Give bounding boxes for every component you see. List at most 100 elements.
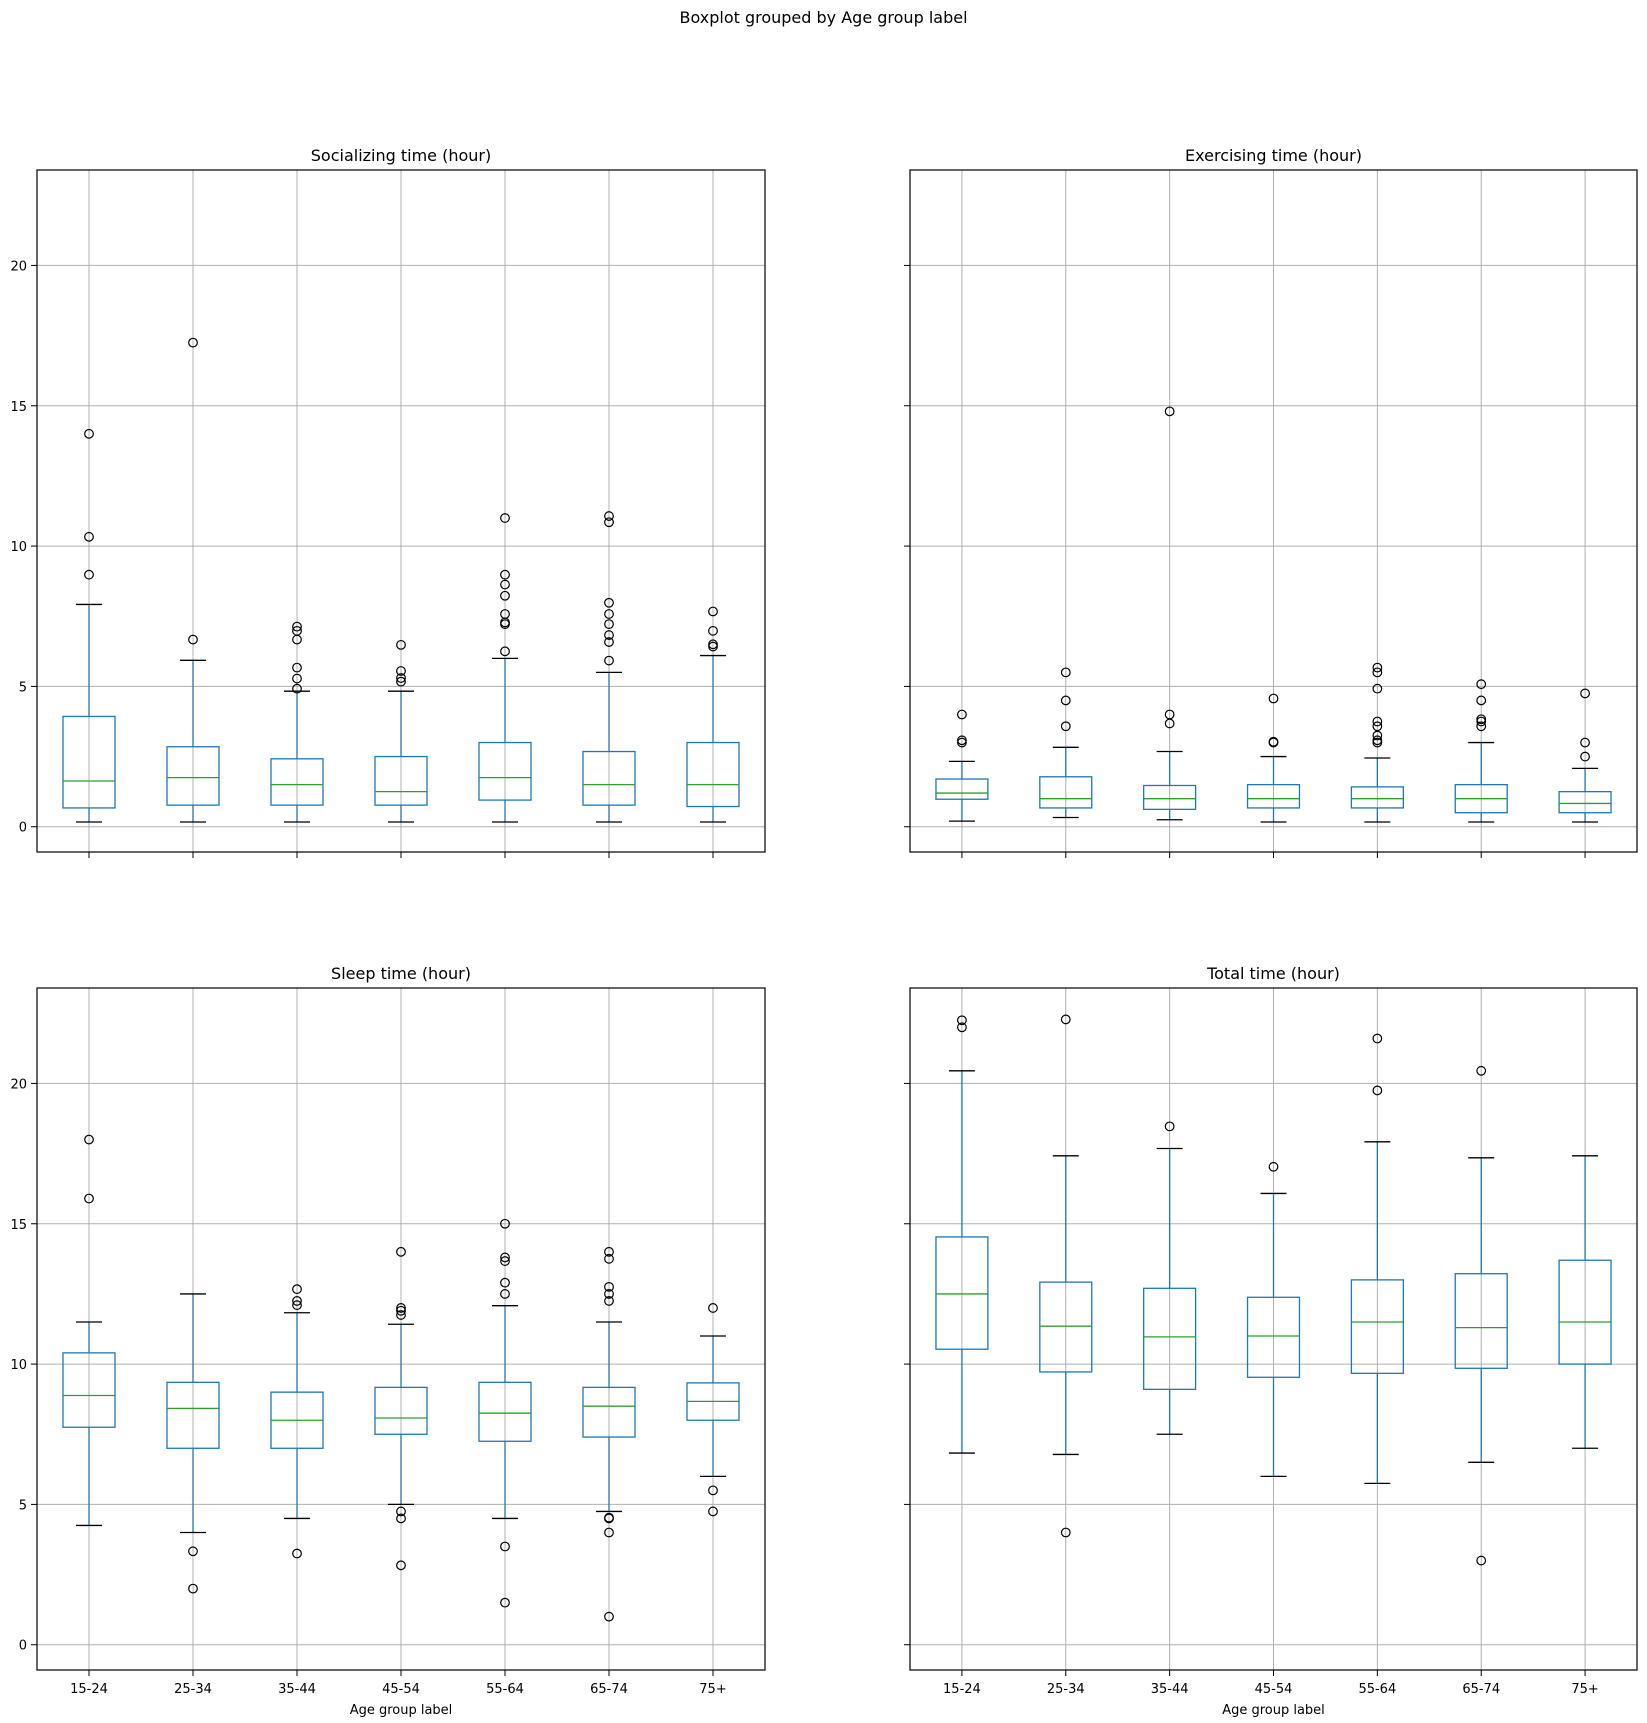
box-65-74: [1454, 1065, 1508, 1566]
iqr-box: [1558, 1259, 1612, 1365]
flier-point: [604, 1512, 614, 1523]
flier-point: [188, 1546, 198, 1557]
flier-point: [292, 1296, 302, 1306]
flier-point: [1372, 662, 1383, 673]
x-tick-label: 25-34: [174, 1682, 212, 1697]
flier-point: [1060, 695, 1071, 706]
flier-point: [396, 639, 406, 650]
flier-point: [292, 1300, 302, 1311]
flier-point: [1164, 1121, 1175, 1132]
flier-point: [396, 1513, 406, 1524]
box-75+: [686, 1303, 740, 1517]
flier-point: [396, 1560, 406, 1571]
iqr-box: [374, 755, 428, 806]
flier-point: [604, 609, 614, 619]
flier-point: [292, 625, 302, 636]
x-tick-label: 55-64: [1358, 1682, 1396, 1697]
flier-point: [1476, 679, 1487, 690]
flier-point: [604, 1253, 614, 1264]
x-tick-label: 45-54: [1255, 1682, 1293, 1697]
box-15-24: [935, 709, 989, 822]
flier-point: [396, 1303, 406, 1313]
flier-point: [396, 1506, 406, 1517]
iqr-box: [1143, 1287, 1197, 1390]
y-tick-label: 20: [10, 259, 27, 274]
x-tick-label: 35-44: [1151, 1682, 1189, 1697]
y-tick-label: 10: [10, 1358, 27, 1373]
x-tick-label: 75+: [1571, 1682, 1598, 1697]
flier-point: [1476, 1065, 1487, 1076]
flier-point: [84, 1193, 94, 1204]
iqr-box: [1039, 776, 1093, 809]
flier-point: [500, 1252, 510, 1263]
box-15-24: [62, 428, 116, 823]
figure-suptitle: Boxplot grouped by Age group label: [679, 8, 967, 27]
flier-point: [1372, 1085, 1383, 1096]
flier-point: [396, 1310, 406, 1320]
flier-point: [1476, 1555, 1487, 1566]
x-tick-label: 65-74: [1462, 1682, 1500, 1697]
box-25-34: [1039, 667, 1093, 819]
flier-point: [957, 1022, 967, 1033]
flier-point: [84, 428, 94, 439]
flier-point: [1268, 693, 1279, 704]
iqr-box: [1454, 1273, 1508, 1369]
flier-point: [500, 1289, 510, 1299]
panel-title: Socializing time (hour): [311, 146, 491, 165]
flier-point: [1372, 735, 1383, 746]
flier-point: [500, 569, 510, 580]
panel-title: Total time (hour): [1206, 964, 1340, 983]
iqr-box: [1246, 783, 1301, 809]
iqr-box: [935, 1236, 989, 1350]
flier-point: [1372, 721, 1383, 732]
flier-point: [604, 511, 614, 521]
flier-point: [604, 637, 614, 647]
box-35-44: [270, 1284, 324, 1559]
x-axis-label: Age group label: [1222, 1703, 1325, 1718]
panel-title: Sleep time (hour): [331, 964, 471, 983]
flier-point: [708, 639, 718, 650]
flier-point: [1372, 716, 1383, 727]
flier-point: [292, 1284, 302, 1295]
flier-point: [188, 634, 198, 645]
iqr-box: [935, 778, 989, 800]
flier-point: [957, 735, 967, 746]
iqr-box: [1350, 786, 1404, 809]
box-35-44: [1143, 1121, 1197, 1435]
flier-point: [1476, 721, 1487, 732]
box-25-34: [1039, 1014, 1093, 1538]
flier-point: [292, 621, 302, 632]
iqr-box: [478, 1381, 532, 1442]
iqr-box: [1246, 1296, 1301, 1378]
flier-point: [1164, 709, 1175, 720]
flier-point: [604, 1282, 614, 1292]
x-tick-label: 15-24: [943, 1682, 981, 1697]
flier-point: [396, 1305, 406, 1316]
flier-point: [1372, 730, 1383, 741]
box-65-74: [582, 1246, 636, 1622]
flier-point: [292, 1548, 302, 1559]
flier-point: [1060, 1527, 1071, 1538]
flier-point: [1372, 683, 1383, 694]
flier-point: [604, 630, 614, 640]
flier-point: [1268, 736, 1279, 747]
flier-point: [500, 1541, 510, 1552]
flier-point: [1060, 721, 1071, 732]
iqr-box: [62, 715, 116, 809]
box-35-44: [270, 621, 324, 823]
box-55-64: [478, 1218, 532, 1608]
iqr-box: [478, 741, 532, 801]
iqr-box: [686, 741, 740, 808]
iqr-box: [582, 1386, 636, 1438]
flier-point: [708, 625, 718, 636]
box-55-64: [1350, 1033, 1404, 1485]
iqr-box: [270, 758, 324, 806]
iqr-box: [166, 746, 220, 806]
flier-point: [292, 673, 302, 684]
y-tick-label: 0: [19, 1639, 27, 1654]
box-45-54: [1246, 693, 1301, 823]
iqr-box: [374, 1386, 428, 1435]
flier-point: [604, 619, 614, 630]
y-tick-label: 20: [10, 1077, 27, 1092]
